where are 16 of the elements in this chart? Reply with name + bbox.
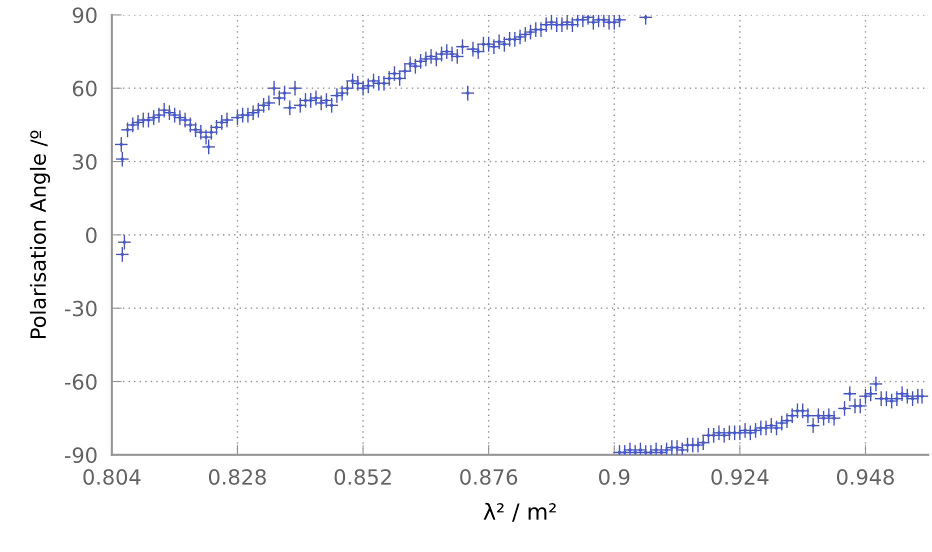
x-tick-label: 0.9 [599,469,630,485]
y-axis-title: Polarisation Angle /º [30,130,50,338]
y-tick-label: 30 [73,154,97,170]
x-tick-label: 0.876 [460,469,518,485]
y-tick-label: -60 [64,374,97,390]
y-tick-label: -30 [64,300,97,316]
x-tick-label: 0.852 [334,469,391,485]
y-tick-label: 0 [86,227,97,244]
x-tick-label: 0.828 [209,469,266,485]
x-axis-title: λ² / m² [484,502,556,522]
y-tick-label: 60 [72,80,97,96]
y-tick-label: 90 [72,7,97,24]
x-tick-label: 0.804 [83,469,140,485]
x-tick-label: 0.924 [711,469,769,485]
x-tick-label: 0.948 [837,469,894,485]
y-tick-label: -90 [64,447,97,464]
